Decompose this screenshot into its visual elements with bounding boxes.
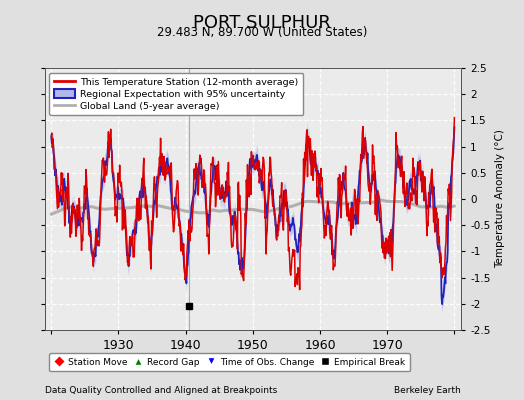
Text: Data Quality Controlled and Aligned at Breakpoints: Data Quality Controlled and Aligned at B… [45, 386, 277, 395]
Legend: Station Move, Record Gap, Time of Obs. Change, Empirical Break: Station Move, Record Gap, Time of Obs. C… [49, 353, 410, 371]
Text: 29.483 N, 89.700 W (United States): 29.483 N, 89.700 W (United States) [157, 26, 367, 39]
Text: PORT SULPHUR: PORT SULPHUR [193, 14, 331, 32]
Text: Berkeley Earth: Berkeley Earth [395, 386, 461, 395]
Y-axis label: Temperature Anomaly (°C): Temperature Anomaly (°C) [495, 130, 505, 268]
